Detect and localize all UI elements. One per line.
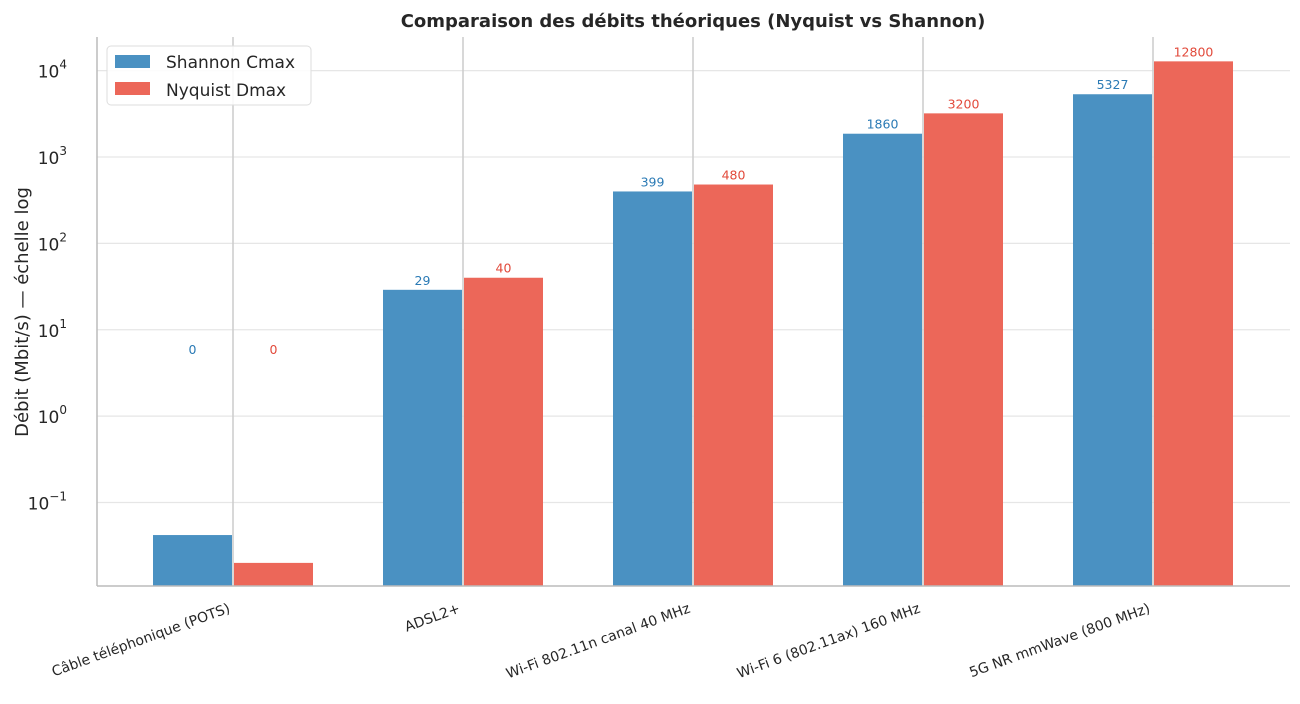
data-label-nyquist: 0 xyxy=(270,342,278,357)
x-tick-label: 5G NR mmWave (800 MHz) xyxy=(967,601,1152,681)
y-tick-label: 101 xyxy=(38,317,67,342)
x-tick-label: Wi-Fi 802.11n canal 40 MHz xyxy=(504,601,692,683)
bar-shannon xyxy=(153,535,232,586)
bar-shannon xyxy=(383,289,462,586)
data-label-shannon: 399 xyxy=(641,174,665,189)
x-tick-label: ADSL2+ xyxy=(403,601,463,636)
y-axis-label: Débit (Mbit/s) — échelle log xyxy=(12,187,33,437)
data-labels: 0 29 399 1860 5327 0 40 480 3200 12800 xyxy=(189,44,1214,357)
x-tick-label: Câble téléphonique (POTS) xyxy=(50,601,233,681)
y-tick-label: 102 xyxy=(38,230,67,255)
bar-nyquist xyxy=(234,562,313,586)
y-tick-label: 100 xyxy=(38,403,67,428)
bar-shannon xyxy=(843,133,922,586)
legend-frame xyxy=(106,45,312,106)
y-tick-label: 103 xyxy=(38,144,67,169)
bar-nyquist xyxy=(1154,61,1233,586)
data-label-shannon: 29 xyxy=(415,273,431,288)
legend-label-nyquist: Nyquist Dmax xyxy=(166,81,286,101)
bar-nyquist xyxy=(694,184,773,586)
legend-swatch-shannon xyxy=(115,55,150,68)
data-label-nyquist: 12800 xyxy=(1174,44,1214,59)
legend: Shannon Cmax Nyquist Dmax xyxy=(106,45,312,106)
data-label-nyquist: 40 xyxy=(496,261,512,276)
data-label-nyquist: 480 xyxy=(722,168,746,183)
data-label-shannon: 0 xyxy=(189,342,197,357)
data-label-nyquist: 3200 xyxy=(948,96,980,111)
legend-label-shannon: Shannon Cmax xyxy=(166,53,295,73)
legend-swatch-nyquist xyxy=(115,82,150,95)
y-tick-label: 10−1 xyxy=(28,490,67,515)
bar-shannon xyxy=(613,191,692,586)
y-tick-label: 104 xyxy=(38,58,67,83)
bar-nyquist xyxy=(464,277,543,586)
data-label-shannon: 5327 xyxy=(1097,77,1129,92)
x-tick-label: Wi-Fi 6 (802.11ax) 160 MHz xyxy=(735,601,922,682)
bar-shannon xyxy=(1073,94,1152,587)
chart-title: Comparaison des débits théoriques (Nyqui… xyxy=(401,11,986,32)
bar-nyquist xyxy=(924,113,1003,587)
data-label-shannon: 1860 xyxy=(867,117,899,132)
bars xyxy=(153,61,1233,587)
